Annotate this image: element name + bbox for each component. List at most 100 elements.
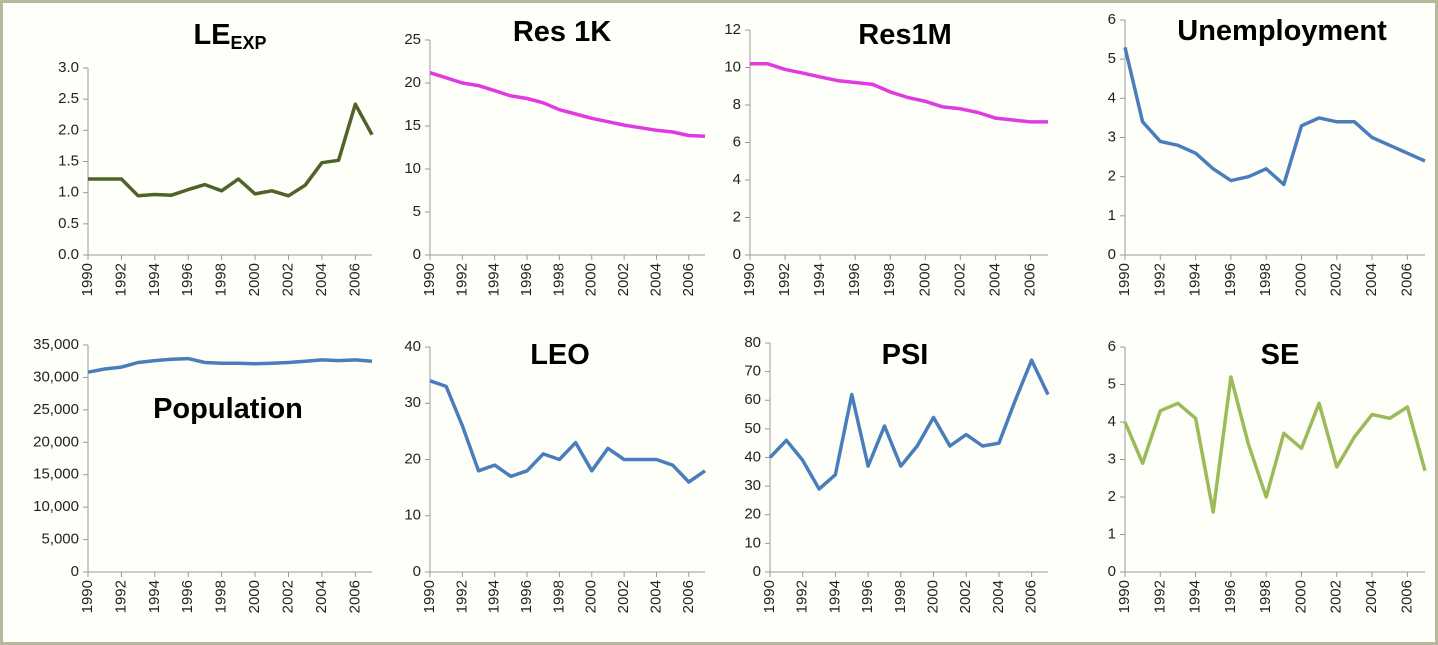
- y-tick-label: 0: [413, 246, 421, 263]
- title-text: Res 1K: [513, 16, 611, 48]
- y-tick-label: 6: [1108, 338, 1116, 355]
- x-tick-label: 2002: [615, 580, 632, 613]
- y-tick-label: 10,000: [33, 498, 79, 515]
- y-tick-label: 1: [1108, 207, 1116, 224]
- y-tick-label: 12: [724, 21, 741, 38]
- x-tick-label: 2004: [1363, 263, 1380, 296]
- y-tick-label: 1.0: [58, 184, 79, 201]
- x-tick-label: 1996: [518, 580, 535, 613]
- y-tick-label: 15,000: [33, 466, 79, 483]
- x-tick-label: 1994: [486, 263, 503, 296]
- title-text: Population: [153, 393, 303, 425]
- x-tick-label: 2002: [951, 263, 968, 296]
- title-text: Res1M: [858, 19, 952, 51]
- x-tick-label: 1996: [1222, 263, 1239, 296]
- x-tick-label: 2000: [916, 263, 933, 296]
- x-tick-label: 1990: [1116, 580, 1133, 613]
- x-tick-label: 2006: [680, 580, 697, 613]
- x-tick-label: 2000: [246, 263, 263, 296]
- y-tick-label: 35,000: [33, 336, 79, 353]
- y-tick-label: 1: [1108, 525, 1116, 542]
- title-text: SE: [1261, 339, 1300, 371]
- x-tick-label: 1992: [1151, 263, 1168, 296]
- y-tick-label: 0: [413, 563, 421, 580]
- y-tick-label: 5: [413, 203, 421, 220]
- x-tick-label: 1996: [179, 263, 196, 296]
- y-tick-label: 70: [744, 363, 761, 380]
- data-line: [1123, 46, 1426, 187]
- title-subscript: EXP: [231, 33, 267, 53]
- chart-title: SE: [1261, 339, 1300, 371]
- y-tick-label: 20,000: [33, 433, 79, 450]
- x-tick-label: 2004: [647, 580, 664, 613]
- chart-title: LEEXP: [193, 19, 266, 53]
- x-tick-label: 2002: [279, 580, 296, 613]
- y-tick-label: 20: [404, 74, 421, 91]
- x-tick-label: 2006: [1398, 263, 1415, 296]
- y-tick-label: 10: [724, 58, 741, 75]
- x-tick-label: 2004: [647, 263, 664, 296]
- x-tick-label: 1996: [859, 580, 876, 613]
- y-tick-label: 80: [744, 334, 761, 351]
- y-tick-label: 2.0: [58, 121, 79, 138]
- y-tick-label: 0: [1108, 563, 1116, 580]
- x-tick-label: 1992: [794, 580, 811, 613]
- chart-title: Res1M: [858, 19, 952, 51]
- y-tick-label: 0: [71, 563, 79, 580]
- y-tick-label: 0.5: [58, 215, 79, 232]
- x-tick-label: 1998: [213, 263, 230, 296]
- chart-title: Res 1K: [513, 16, 611, 48]
- x-tick-label: 1990: [79, 263, 96, 296]
- y-tick-label: 0: [733, 246, 741, 263]
- data-line: [429, 379, 706, 484]
- x-tick-label: 2002: [1328, 580, 1345, 613]
- x-tick-label: 1998: [881, 263, 898, 296]
- x-tick-label: 2004: [990, 580, 1007, 613]
- x-tick-label: 1994: [146, 580, 163, 613]
- y-tick-label: 3.0: [58, 59, 79, 76]
- y-tick-label: 30: [744, 477, 761, 494]
- x-tick-label: 1992: [453, 580, 470, 613]
- chart-title: LEO: [530, 339, 590, 371]
- y-tick-label: 60: [744, 391, 761, 408]
- x-tick-label: 2002: [615, 263, 632, 296]
- y-tick-label: 0: [753, 563, 761, 580]
- x-tick-label: 2000: [924, 580, 941, 613]
- x-tick-label: 2006: [680, 263, 697, 296]
- x-tick-label: 2000: [583, 580, 600, 613]
- x-tick-label: 1998: [1257, 580, 1274, 613]
- x-tick-label: 1994: [1187, 263, 1204, 296]
- y-tick-label: 3: [1108, 128, 1116, 145]
- x-tick-label: 1990: [421, 263, 438, 296]
- x-tick-label: 1990: [1116, 263, 1133, 296]
- x-tick-label: 2000: [1292, 263, 1309, 296]
- y-tick-label: 5: [1108, 50, 1116, 67]
- title-text: PSI: [882, 339, 929, 371]
- y-tick-label: 8: [733, 96, 741, 113]
- data-line: [87, 356, 373, 374]
- title-text: LE: [193, 19, 230, 51]
- data-line: [1123, 375, 1427, 514]
- x-tick-label: 1998: [213, 580, 230, 613]
- y-tick-label: 30: [404, 394, 421, 411]
- x-tick-label: 2006: [1398, 580, 1415, 613]
- y-tick-label: 40: [744, 448, 761, 465]
- x-tick-label: 1992: [776, 263, 793, 296]
- x-tick-label: 1998: [1257, 263, 1274, 296]
- x-tick-label: 2000: [583, 263, 600, 296]
- x-tick-label: 1990: [761, 580, 778, 613]
- y-tick-label: 50: [744, 420, 761, 437]
- x-tick-label: 2000: [1292, 580, 1309, 613]
- chart-title: Unemployment: [1177, 15, 1387, 47]
- x-tick-label: 1990: [79, 580, 96, 613]
- y-tick-label: 10: [744, 534, 761, 551]
- y-tick-label: 2: [733, 208, 741, 225]
- y-tick-label: 3: [1108, 450, 1116, 467]
- x-tick-label: 1994: [826, 580, 843, 613]
- y-tick-label: 0.0: [58, 246, 79, 263]
- x-tick-label: 1996: [846, 263, 863, 296]
- x-tick-label: 2004: [986, 263, 1003, 296]
- x-tick-label: 1994: [486, 580, 503, 613]
- y-tick-label: 5: [1108, 375, 1116, 392]
